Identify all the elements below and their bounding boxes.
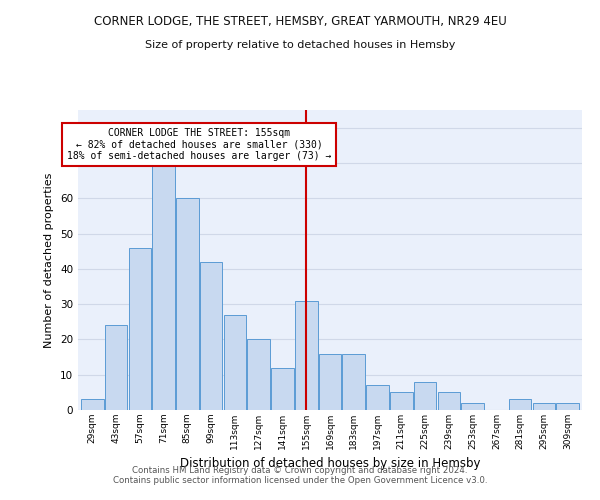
Bar — [247, 340, 270, 410]
Bar — [128, 248, 151, 410]
Bar — [461, 403, 484, 410]
Bar — [295, 300, 317, 410]
Bar — [556, 403, 579, 410]
Bar — [152, 146, 175, 410]
Bar — [509, 400, 532, 410]
Bar — [176, 198, 199, 410]
Bar — [533, 403, 555, 410]
Y-axis label: Number of detached properties: Number of detached properties — [44, 172, 55, 348]
Bar — [319, 354, 341, 410]
Bar — [81, 400, 104, 410]
Bar — [414, 382, 436, 410]
Text: Contains HM Land Registry data © Crown copyright and database right 2024.
Contai: Contains HM Land Registry data © Crown c… — [113, 466, 487, 485]
Text: CORNER LODGE THE STREET: 155sqm
← 82% of detached houses are smaller (330)
18% o: CORNER LODGE THE STREET: 155sqm ← 82% of… — [67, 128, 331, 161]
Bar — [224, 314, 246, 410]
Text: CORNER LODGE, THE STREET, HEMSBY, GREAT YARMOUTH, NR29 4EU: CORNER LODGE, THE STREET, HEMSBY, GREAT … — [94, 15, 506, 28]
Bar — [366, 386, 389, 410]
Bar — [271, 368, 294, 410]
Bar — [437, 392, 460, 410]
Bar — [390, 392, 413, 410]
Bar — [200, 262, 223, 410]
Bar — [105, 326, 127, 410]
Bar — [343, 354, 365, 410]
X-axis label: Distribution of detached houses by size in Hemsby: Distribution of detached houses by size … — [180, 458, 480, 470]
Text: Size of property relative to detached houses in Hemsby: Size of property relative to detached ho… — [145, 40, 455, 50]
